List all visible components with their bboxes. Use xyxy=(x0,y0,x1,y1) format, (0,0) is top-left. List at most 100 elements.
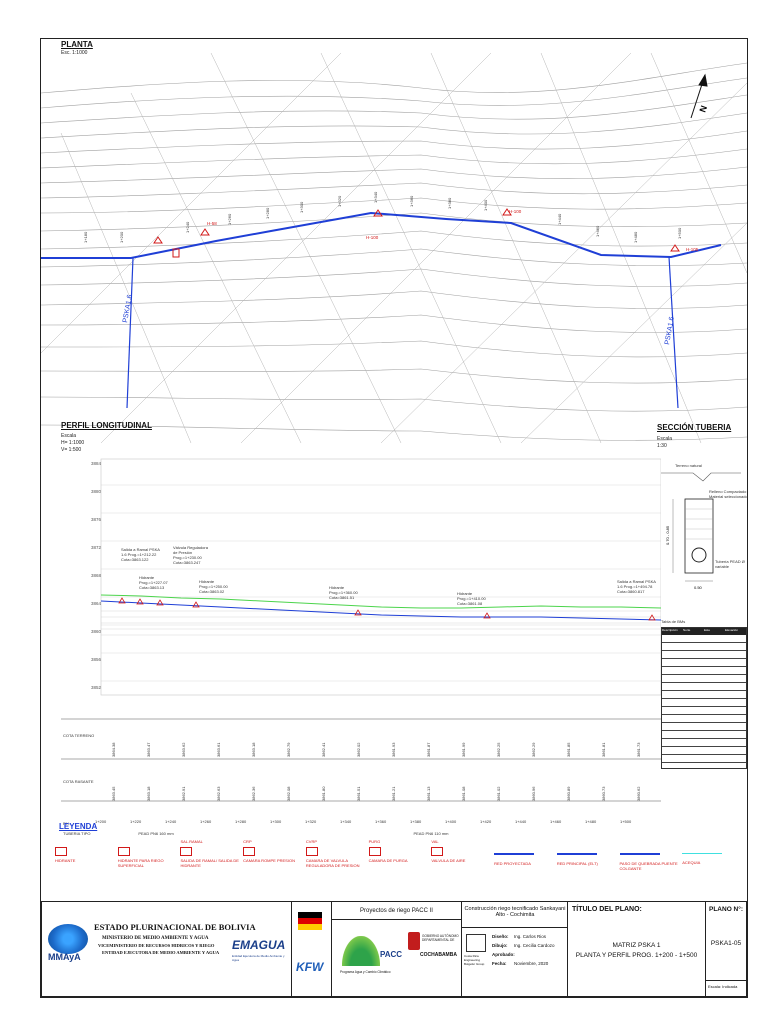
section-terreno-label: Terreno natural xyxy=(675,463,702,468)
seccion-title: SECCIÓN TUBERIA xyxy=(657,423,732,432)
institution-block: MMAyA ESTADO PLURINACIONAL DE BOLIVIA MI… xyxy=(42,902,292,996)
cota-terreno-value: 3861.85 xyxy=(565,742,571,757)
credits-block: Construcción riego tecnificado Sankayani… xyxy=(462,902,568,996)
legend-label: PASO DE QUEBRADA PUENTE COLGANTE xyxy=(619,861,678,871)
cota-rasante-value: 3863.18 xyxy=(145,786,151,801)
legend-item: RED PRINCIPAL (ELT) xyxy=(556,839,616,866)
y-tick: 3872 xyxy=(91,545,102,550)
legend-code xyxy=(557,839,616,845)
legend-item: CRP CAMARA ROMPE PRESION xyxy=(243,839,302,863)
bm-header: Elevación xyxy=(725,628,739,632)
scale-indicator: Escala: Indicada xyxy=(708,984,738,989)
branch-pipe-right xyxy=(668,256,679,409)
cota-terreno-row: 3864.38 3863.47 3863.62 3863.61 3863.18 3862.… xyxy=(95,725,655,761)
station-label: 1+340 xyxy=(373,191,378,203)
legend-code: CRP xyxy=(243,839,252,844)
fecha-value: Noviembre, 2020 xyxy=(514,961,549,966)
cochabamba-shield-icon xyxy=(408,932,420,950)
legend-symbol-icon xyxy=(556,853,597,859)
profile-frame xyxy=(100,458,661,696)
cota-rasante-value: 3862.36 xyxy=(250,786,256,801)
y-tick: 3884 xyxy=(91,461,102,466)
legend-symbol-icon xyxy=(431,847,444,856)
legend-symbol-icon xyxy=(368,847,381,856)
cota-terreno-value: 3862.25 xyxy=(495,742,501,757)
profile-annotation: Hidrante Prog.=1+360.00 Cota=3861.51 xyxy=(329,585,358,600)
cota-rasante-value: 3860.73 xyxy=(600,786,606,801)
bm-table-rows xyxy=(662,635,746,767)
cota-terreno-value: 3862.79 xyxy=(285,742,291,757)
pipe-section-detail: 0.70 - 0.85 0.50 xyxy=(661,472,741,590)
cota-terreno-value: 3861.87 xyxy=(425,742,431,757)
plan-red-label: H-105 xyxy=(686,247,699,252)
legend-item: ACEQUIA xyxy=(682,839,741,865)
cota-rasante-value: 3861.80 xyxy=(320,786,326,801)
pk-value: 1+340 xyxy=(340,819,352,824)
kfw-logo: KFW xyxy=(296,960,324,974)
cota-rasante-value: 3862.63 xyxy=(215,786,221,801)
bm-header: Descripción xyxy=(662,628,678,632)
legend-item: SAL.RAMAL SALIDA DE RAMAL/ SALIDA DE HIDR… xyxy=(180,839,239,868)
station-label: 1+480 xyxy=(633,231,638,243)
construction-name: Construcción riego tecnificado Sankayani… xyxy=(464,906,566,918)
legend-label: RED PRINCIPAL (ELT) xyxy=(556,861,598,866)
legend-item: CVRP CAMARA DE VALVULA REGULADORA DE PRES… xyxy=(305,839,365,868)
station-label: 1+460 xyxy=(595,225,600,237)
pk-value: 1+380 xyxy=(410,819,422,824)
cota-rasante-value: 3862.08 xyxy=(285,786,291,801)
legend-label: ACEQUIA xyxy=(682,860,701,865)
station-label: 1+500 xyxy=(677,227,682,239)
planta-scale: Esc. 1:1000 xyxy=(61,50,88,56)
y-tick: 3876 xyxy=(91,517,102,522)
legend-symbol-icon xyxy=(117,847,130,856)
legend-symbol-icon xyxy=(55,847,67,856)
station-label: 1+200 xyxy=(119,231,124,243)
pk-value: 1+400 xyxy=(445,819,457,824)
cota-rasante-value: 3860.89 xyxy=(565,786,571,801)
legend-item: HIDRANTE xyxy=(55,839,114,863)
aprobado-label: Aprobado: xyxy=(492,952,515,957)
profile-hydrant-markers xyxy=(118,597,656,621)
plan-title-line2: PLANTA Y PERFIL PROG. 1+200 - 1+500 xyxy=(575,952,698,959)
branch-label-right: PSKA1.6 xyxy=(664,316,676,345)
contour-lines xyxy=(41,62,747,441)
drawing-sheet: PLANTA Esc. 1:1000 xyxy=(40,38,748,998)
station-label: 1+380 xyxy=(447,197,452,209)
cota-terreno-value: 3862.02 xyxy=(355,742,361,757)
title-block: MMAyA ESTADO PLURINACIONAL DE BOLIVIA MI… xyxy=(41,901,747,997)
perfil-title: PERFIL LONGITUDINAL xyxy=(61,421,152,430)
legend: HIDRANTE HIDRANTE PARA RIEGO SUPERFICIAL S… xyxy=(55,839,745,899)
profile-grid xyxy=(101,484,661,682)
planta-plan-view: N PSKA1.6 PSKA1.6 H-58 H-100 H-100 H-105… xyxy=(41,53,747,443)
legend-label: RED PROYECTADA xyxy=(494,861,531,866)
profile-y-ticks: 3884 3880 3876 3872 3868 3864 3860 3856 … xyxy=(91,461,102,690)
project-block: Proyectos de riego PACC II PACC Programa… xyxy=(332,902,462,996)
emagua-logo-sub: Entidad Ejecutora de Medio Ambiente y Ag… xyxy=(232,954,285,962)
legend-code: CVRP xyxy=(305,839,318,844)
pacc-logo-text: PACC xyxy=(380,950,403,959)
cota-terreno-value: 3863.62 xyxy=(180,742,186,757)
fecha-label: Fecha: xyxy=(492,961,507,966)
profile-data-table-lines xyxy=(61,718,661,802)
y-tick: 3868 xyxy=(91,573,102,578)
germany-flag-icon xyxy=(298,912,322,930)
row-label-tuberia: TUBERIA TIPO xyxy=(63,831,91,836)
plan-number-label: PLANO N°: xyxy=(709,906,744,913)
pk-row: 1+200 1+220 1+240 1+260 1+280 1+300 1+320 1+340… xyxy=(95,819,655,827)
profile-annotations: Salida a Ramal PSKA 1.6 Prog.=1+212.22 C… xyxy=(121,545,656,606)
institution-name: ESTADO PLURINACIONAL DE BOLIVIA xyxy=(94,922,256,932)
pk-value: 1+420 xyxy=(480,819,492,824)
perfil-scale-label: Escala xyxy=(61,433,77,439)
row-label-cota-terreno: COTA TERRENO xyxy=(63,733,95,738)
legend-code xyxy=(55,839,114,845)
legend-code: SAL.RAMAL xyxy=(180,839,203,844)
legend-label: CAMARA DE VALVULA REGULADORA DE PRESION xyxy=(305,858,360,868)
legend-code xyxy=(118,839,177,845)
legend-label: CAMARA DE PURGA xyxy=(368,858,408,863)
section-relleno-label: Relleno Compactado Material seleccionado xyxy=(709,489,748,499)
cota-rasante-value: 3861.21 xyxy=(390,786,396,801)
legend-item: PURG CAMARA DE PURGA xyxy=(368,839,428,863)
row-label-cota-rasante: COTA RASANTE xyxy=(63,779,94,784)
branch-label-left: PSKA1.6 xyxy=(122,294,134,323)
seccion-scale-label: Escala xyxy=(657,436,673,442)
